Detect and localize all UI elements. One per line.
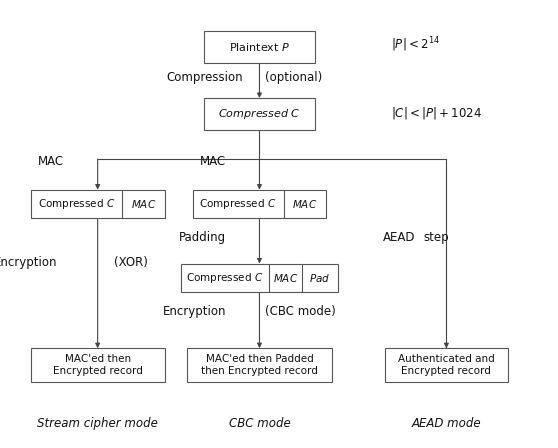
Text: (optional): (optional): [265, 71, 323, 85]
Text: MAC'ed then Padded
then Encrypted record: MAC'ed then Padded then Encrypted record: [201, 354, 318, 376]
FancyBboxPatch shape: [31, 190, 165, 218]
Text: AEAD mode: AEAD mode: [412, 417, 481, 430]
FancyBboxPatch shape: [204, 98, 315, 130]
FancyBboxPatch shape: [204, 31, 315, 63]
Text: $|C| < |P| + 1024$: $|C| < |P| + 1024$: [391, 105, 482, 121]
Text: $MAC$: $MAC$: [292, 198, 318, 210]
Text: Compression: Compression: [166, 71, 243, 85]
FancyBboxPatch shape: [193, 190, 326, 218]
Text: $Pad$: $Pad$: [309, 272, 331, 284]
Text: Encryption: Encryption: [162, 305, 226, 318]
Text: MAC: MAC: [200, 155, 226, 168]
Text: MAC: MAC: [38, 155, 64, 168]
Text: $MAC$: $MAC$: [131, 198, 156, 210]
Text: CBC mode: CBC mode: [229, 417, 290, 430]
Text: step: step: [423, 231, 449, 244]
Text: Compressed $C$: Compressed $C$: [218, 107, 301, 121]
Text: $|P| < 2^{14}$: $|P| < 2^{14}$: [391, 35, 440, 54]
Text: (XOR): (XOR): [114, 255, 148, 269]
Text: Plaintext $P$: Plaintext $P$: [229, 41, 290, 53]
Text: Authenticated and
Encrypted record: Authenticated and Encrypted record: [398, 354, 495, 376]
FancyBboxPatch shape: [385, 349, 508, 382]
Text: Compressed $C$: Compressed $C$: [37, 197, 115, 211]
Text: Compressed $C$: Compressed $C$: [186, 271, 264, 285]
Text: Compressed $C$: Compressed $C$: [199, 197, 277, 211]
FancyBboxPatch shape: [31, 349, 165, 382]
FancyBboxPatch shape: [187, 349, 332, 382]
Text: Encryption: Encryption: [0, 255, 57, 269]
Text: MAC'ed then
Encrypted record: MAC'ed then Encrypted record: [52, 354, 143, 376]
Text: Padding: Padding: [179, 231, 226, 244]
FancyBboxPatch shape: [181, 263, 338, 292]
Text: Stream cipher mode: Stream cipher mode: [37, 417, 158, 430]
Text: AEAD: AEAD: [383, 231, 416, 244]
Text: (CBC mode): (CBC mode): [265, 305, 336, 318]
Text: $MAC$: $MAC$: [273, 272, 299, 284]
